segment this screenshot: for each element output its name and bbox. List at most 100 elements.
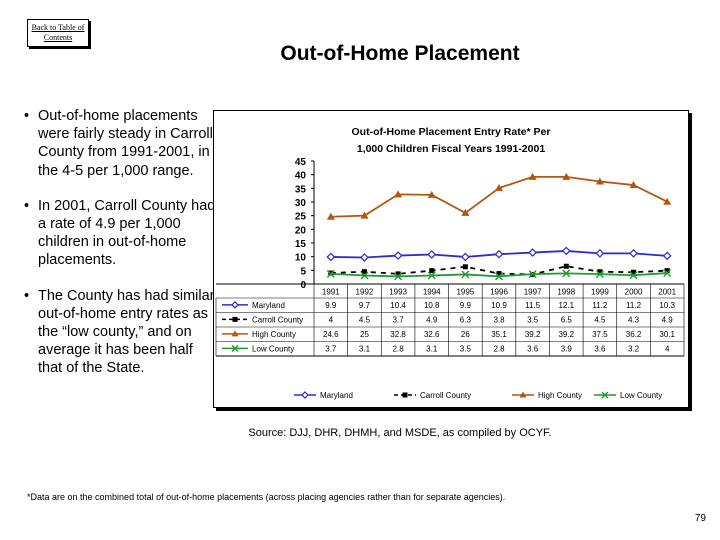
table-series-name: Maryland — [252, 301, 285, 310]
data-point-marker — [360, 211, 369, 219]
x-category-label: 1992 — [356, 288, 374, 297]
data-point-marker — [629, 181, 638, 189]
table-value-cell: 11.2 — [592, 301, 608, 310]
data-point-marker — [461, 252, 470, 262]
table-value-cell: 24.6 — [323, 330, 339, 339]
data-point-marker — [360, 271, 369, 280]
data-point-marker — [629, 271, 638, 280]
table-value-cell: 2.8 — [493, 344, 505, 353]
data-point-marker — [394, 190, 403, 198]
data-point-marker — [528, 270, 537, 279]
table-value-cell: 3.6 — [527, 344, 539, 353]
bullet-item: The County has had similar out-of-home e… — [24, 287, 216, 378]
bullet-list: Out-of-home placements were fairly stead… — [24, 107, 216, 395]
y-tick-label: 45 — [295, 157, 307, 168]
table-legend-key-marker — [231, 301, 239, 309]
table-value-cell: 37.5 — [592, 330, 608, 339]
table-value-cell: 2.8 — [393, 344, 405, 353]
table-value-cell: 4 — [329, 315, 334, 324]
x-category-label: 2000 — [625, 288, 643, 297]
chart-panel: Out-of-Home Placement Entry Rate* Per 1,0… — [213, 110, 689, 408]
x-category-label: 2001 — [658, 288, 676, 297]
data-point-marker — [562, 269, 571, 278]
data-point-marker — [427, 190, 436, 198]
data-point-marker — [461, 270, 470, 279]
x-category-label: 1998 — [557, 288, 575, 297]
bullet-item: In 2001, Carroll County had a rate of 4.… — [24, 197, 216, 270]
legend-entry: High County — [538, 391, 582, 400]
data-point-marker — [495, 184, 503, 192]
x-category-label: 1993 — [389, 288, 407, 297]
data-point-marker — [494, 249, 504, 259]
table-value-cell: 4 — [665, 344, 670, 353]
y-tick-label: 20 — [295, 225, 307, 236]
table-value-cell: 3.5 — [460, 344, 472, 353]
legend-key-marker — [402, 392, 408, 398]
table-value-cell: 3.7 — [325, 344, 337, 353]
data-point-marker — [595, 270, 604, 279]
data-point-marker — [562, 172, 571, 180]
data-point-marker — [326, 269, 335, 278]
data-point-marker — [595, 249, 605, 258]
data-point-marker — [495, 272, 503, 281]
table-value-cell: 3.6 — [594, 344, 606, 353]
table-series-name: Low County — [252, 344, 294, 353]
data-point-marker — [561, 246, 571, 256]
table-value-cell: 32.6 — [424, 330, 440, 339]
data-point-marker — [528, 172, 537, 180]
x-category-label: 1994 — [423, 288, 441, 297]
y-tick-label: 10 — [295, 253, 307, 264]
legend-entry: Maryland — [320, 391, 353, 400]
y-tick-label: 35 — [295, 184, 307, 195]
x-category-label: 1996 — [490, 288, 508, 297]
x-category-label: 1991 — [322, 288, 340, 297]
table-value-cell: 4.5 — [359, 315, 371, 324]
data-point-marker — [326, 252, 336, 262]
table-value-cell: 4.3 — [628, 315, 640, 324]
y-tick-label: 5 — [300, 266, 306, 277]
table-value-cell: 10.4 — [390, 301, 406, 310]
y-tick-label: 40 — [295, 171, 307, 182]
table-value-cell: 3.1 — [359, 344, 371, 353]
data-point-marker — [663, 197, 672, 205]
table-value-cell: 3.8 — [493, 315, 505, 324]
chart-title-line1: Out-of-Home Placement Entry Rate* Per — [352, 126, 551, 138]
bullet-item: Out-of-home placements were fairly stead… — [24, 107, 216, 180]
legend-key-marker — [519, 391, 527, 398]
table-series-name: High County — [252, 330, 296, 339]
data-point-marker — [629, 249, 638, 258]
data-point-marker — [664, 268, 670, 274]
line-chart: Out-of-Home Placement Entry Rate* Per 1,0… — [215, 126, 685, 400]
table-value-cell: 10.8 — [424, 301, 440, 310]
table-legend-key-marker — [231, 344, 239, 352]
table-value-cell: 26 — [461, 330, 470, 339]
data-point-marker — [429, 268, 435, 274]
table-value-cell: 4.5 — [594, 315, 606, 324]
y-tick-label: 30 — [295, 198, 307, 209]
back-to-contents-link[interactable]: Back to Table of Contents — [27, 19, 89, 47]
table-value-cell: 32.8 — [390, 330, 406, 339]
table-value-cell: 4.9 — [426, 315, 438, 324]
table-value-cell: 11.2 — [626, 301, 642, 310]
table-value-cell: 3.7 — [393, 315, 405, 324]
page-title: Out-of-Home Placement — [280, 42, 520, 65]
data-point-marker — [393, 251, 403, 260]
table-value-cell: 35.1 — [491, 330, 507, 339]
table-value-cell: 30.1 — [659, 330, 675, 339]
data-point-marker — [427, 271, 436, 280]
table-value-cell: 39.2 — [558, 330, 574, 339]
table-value-cell: 36.2 — [626, 330, 642, 339]
table-value-cell: 4.9 — [662, 315, 674, 324]
data-point-marker — [597, 269, 603, 275]
table-value-cell: 3.9 — [561, 344, 573, 353]
table-value-cell: 3.1 — [426, 344, 438, 353]
table-legend-key-marker — [231, 330, 239, 337]
table-value-cell: 9.9 — [325, 301, 337, 310]
table-value-cell: 9.9 — [460, 301, 472, 310]
table-value-cell: 25 — [360, 330, 369, 339]
table-value-cell: 12.1 — [558, 301, 574, 310]
y-tick-label: 25 — [295, 212, 307, 223]
series-line-high-county — [330, 175, 668, 218]
data-point-marker — [462, 264, 468, 270]
data-point-marker — [496, 271, 502, 277]
